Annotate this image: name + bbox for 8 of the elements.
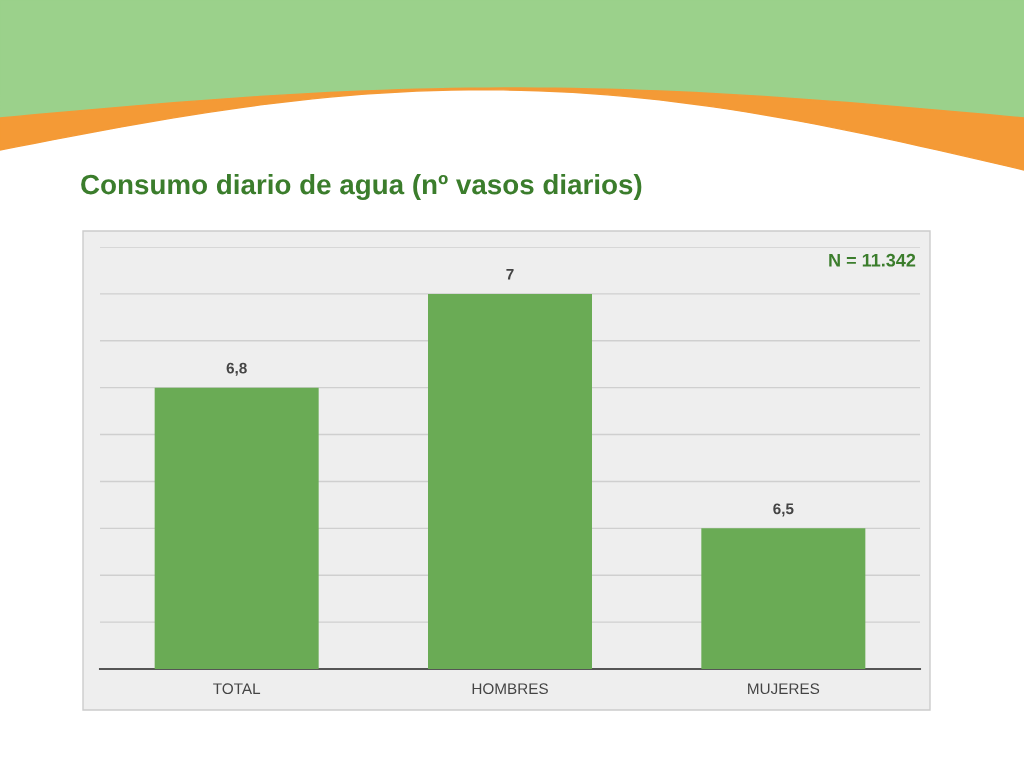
x-tick-label: MUJERES [748,683,820,695]
data-label: 6,8 [226,362,247,376]
x-tick-label: HOMBRES [472,683,548,695]
x-tick-label: TOTAL [213,683,261,695]
data-label: 6,5 [773,503,794,517]
chart-title: Consumo diario de agua (nº vasos diarios) [81,173,642,201]
data-label: 7 [506,269,514,280]
annotation: N = 11.342 [829,253,916,267]
